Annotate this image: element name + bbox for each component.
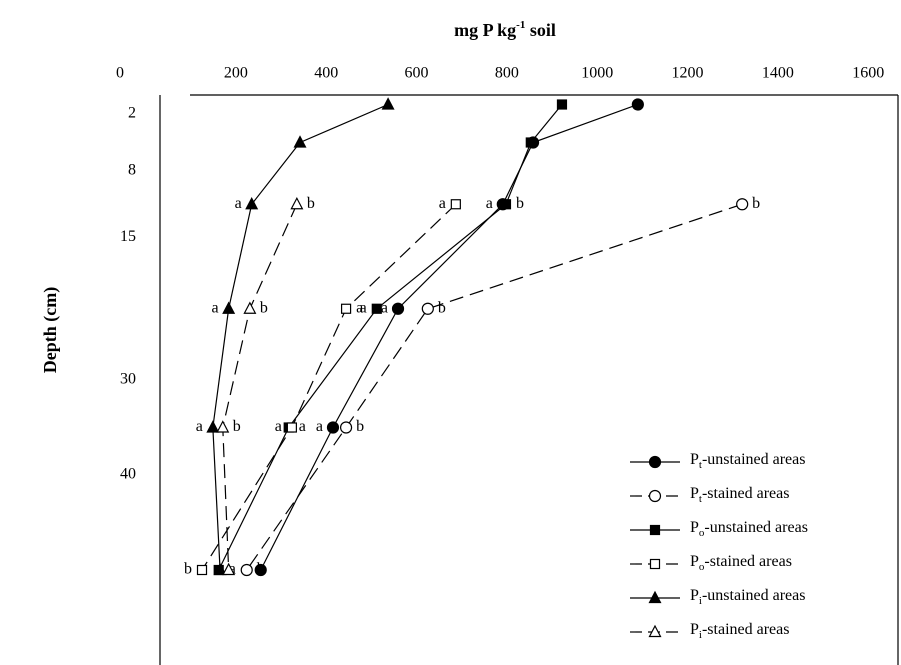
significance-letter: b [260,299,268,316]
data-point [736,198,749,211]
data-point [243,301,257,314]
data-point [371,303,382,314]
significance-letter: a [316,418,323,435]
significance-letter: a [275,418,282,435]
significance-letter: b [257,561,265,578]
significance-letter: a [381,299,388,316]
data-point [381,97,395,110]
data-point [240,563,253,577]
x-tick-label: 1000 [581,65,613,82]
data-point [450,199,461,210]
legend-label: Pi-unstained areas [690,587,805,607]
legend-label: Po-unstained areas [690,519,808,539]
data-point [631,98,644,111]
data-point [339,421,353,434]
x-tick-label: 200 [224,65,248,82]
data-point [206,420,220,433]
legend-marker [648,489,662,503]
legend-marker [649,558,661,570]
x-tick-label: 1400 [762,65,794,82]
data-point [245,196,259,210]
significance-letter: b [233,418,241,435]
series-line [222,204,298,571]
data-point [340,303,352,314]
legend-label: Pi-stained areas [690,621,789,641]
data-point [222,301,236,314]
data-point [222,562,236,576]
significance-letter: b [516,195,524,212]
x-tick-label: 400 [314,65,338,82]
data-point [290,196,304,210]
significance-letter: b [307,195,315,212]
x-tick-label: 1600 [852,65,884,82]
legend-label: Pt-unstained areas [690,451,805,471]
significance-letter: a [486,195,493,212]
data-point [326,421,340,434]
y-tick-label: 15 [120,228,136,245]
data-point [525,137,536,148]
significance-letter: a [196,418,203,435]
data-point [216,420,230,433]
data-point [213,562,227,576]
series-line [260,103,639,571]
significance-letter: b [356,418,364,435]
x-tick-label: 600 [405,65,429,82]
x-tick-label: 1200 [672,65,704,82]
data-point [254,563,267,577]
series-line [212,103,389,571]
x-tick-label: 800 [495,65,519,82]
significance-letter: b [438,299,446,316]
significance-letter: a [299,418,306,435]
legend-label: Po-stained areas [690,553,792,573]
significance-letter: b [184,561,192,578]
legend-label: Pt-stained areas [690,485,789,505]
significance-letter: b [752,195,760,212]
data-point [196,564,208,576]
significance-letter: a [235,195,242,212]
x-tick-label: 0 [116,65,124,82]
series-line [246,203,743,571]
data-point [391,302,405,315]
data-point [500,199,512,210]
significance-letter: a [356,299,363,316]
data-point [421,302,434,315]
y-tick-label: 2 [128,105,136,122]
y-tick-label: 30 [120,371,136,388]
legend-marker [648,455,662,469]
data-point [556,99,568,110]
legend-marker [648,624,662,638]
significance-letter: a [439,195,446,212]
significance-letter: a [212,299,219,316]
y-tick-label: 40 [120,466,136,483]
series-line [218,104,563,571]
x-axis-title: mg P kg-1 soil [454,19,556,41]
data-point [293,135,307,148]
y-axis-title: Depth (cm) [40,287,61,373]
significance-letter: a [360,299,367,316]
significance-letter: a [229,561,236,578]
legend-marker [649,524,661,536]
series-line [201,203,457,571]
y-tick-label: 8 [128,162,136,179]
legend-marker [648,590,662,604]
data-point [286,422,297,433]
